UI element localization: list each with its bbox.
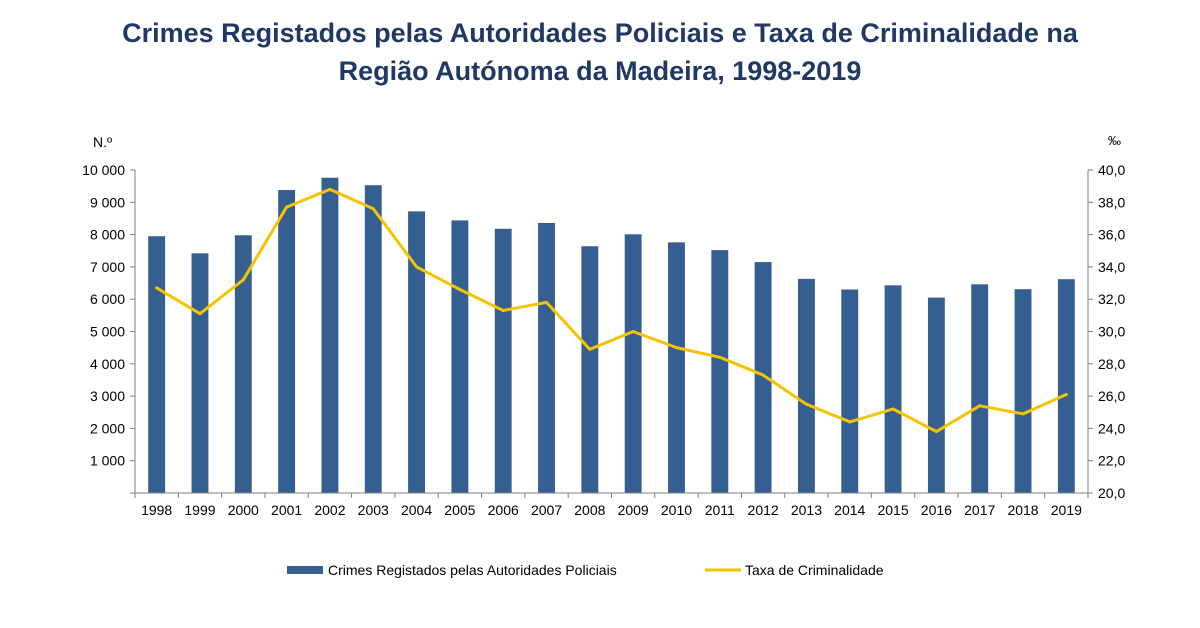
x-tick-label: 2006	[488, 502, 519, 518]
bar-2000	[234, 235, 252, 493]
right-tick-label: 30,0	[1098, 324, 1125, 340]
right-tick-label: 40,0	[1098, 162, 1125, 178]
line-point-2004	[415, 265, 419, 269]
bar-2011	[711, 250, 729, 493]
x-tick-label: 2015	[877, 502, 908, 518]
line-point-2000	[241, 278, 245, 282]
x-tick-label: 2005	[444, 502, 475, 518]
right-tick-label: 32,0	[1098, 291, 1125, 307]
line-point-2001	[285, 205, 289, 209]
right-tick-label: 34,0	[1098, 259, 1125, 275]
left-axis-label: N.º	[93, 134, 112, 150]
line-point-2003	[371, 207, 375, 211]
line-point-1998	[155, 286, 159, 290]
bar-2002	[321, 177, 339, 493]
bar-2019	[1057, 279, 1075, 493]
line-point-2013	[804, 402, 808, 406]
legend-swatch-crimes	[287, 566, 323, 574]
bar-1998	[148, 236, 166, 493]
right-axis-label: ‰	[1108, 133, 1121, 148]
x-tick-label: 2012	[748, 502, 779, 518]
line-point-2018	[1021, 412, 1025, 416]
line-point-2016	[934, 430, 938, 434]
line-point-2017	[978, 404, 982, 408]
bar-2004	[408, 211, 426, 493]
legend-label-crimes: Crimes Registados pelas Autoridades Poli…	[328, 562, 617, 578]
x-tick-label: 2003	[358, 502, 389, 518]
line-point-2011	[718, 355, 722, 359]
x-tick-label: 2002	[314, 502, 345, 518]
bar-2001	[278, 190, 296, 493]
chart-title-line-1: Crimes Registados pelas Autoridades Poli…	[122, 18, 1078, 48]
right-tick-label: 28,0	[1098, 356, 1125, 372]
left-tick-label: 1 000	[90, 453, 125, 469]
bar-2013	[797, 278, 815, 493]
x-tick-label: 2004	[401, 502, 432, 518]
bar-2015	[884, 285, 902, 493]
bar-2016	[927, 297, 945, 493]
x-tick-label: 2008	[574, 502, 605, 518]
x-tick-label: 2018	[1007, 502, 1038, 518]
right-tick-label: 22,0	[1098, 453, 1125, 469]
chart-title: Crimes Registados pelas Autoridades Poli…	[0, 14, 1200, 90]
legend-label-taxa: Taxa de Criminalidade	[745, 562, 884, 578]
bar-2008	[581, 246, 599, 493]
x-tick-label: 2007	[531, 502, 562, 518]
x-tick-label: 2011	[705, 502, 735, 518]
line-point-2014	[848, 420, 852, 424]
line-point-2009	[631, 330, 635, 333]
left-tick-label: 4 000	[90, 356, 125, 372]
line-point-1999	[198, 312, 202, 316]
left-tick-label: 8 000	[90, 227, 125, 243]
line-point-2015	[891, 407, 895, 411]
left-tick-label: 2 000	[90, 420, 125, 436]
bar-2005	[451, 220, 469, 493]
x-tick-label: 2013	[791, 502, 822, 518]
left-tick-label: 5 000	[90, 324, 125, 340]
x-tick-label: 1999	[184, 502, 215, 518]
bar-2009	[624, 234, 642, 494]
x-tick-label: 2001	[271, 502, 302, 518]
x-tick-label: 2019	[1051, 502, 1082, 518]
right-tick-label: 26,0	[1098, 388, 1125, 404]
right-tick-label: 36,0	[1098, 227, 1125, 243]
bar-2018	[1014, 289, 1032, 493]
left-tick-label: 7 000	[90, 259, 125, 275]
bar-2012	[754, 262, 772, 493]
line-series-taxa	[155, 187, 1068, 434]
x-tick-label: 2000	[228, 502, 259, 518]
bar-2003	[364, 185, 382, 493]
x-tick-label: 2014	[834, 502, 865, 518]
x-tick-label: 1998	[141, 502, 172, 518]
left-tick-label: 6 000	[90, 291, 125, 307]
left-tick-label: 9 000	[90, 194, 125, 210]
chart-title-line-2: Região Autónoma da Madeira, 1998-2019	[338, 56, 862, 86]
bar-1999	[191, 253, 209, 493]
x-tick-label: 2016	[921, 502, 952, 518]
bar-2014	[841, 289, 859, 493]
right-tick-label: 24,0	[1098, 420, 1125, 436]
line-point-2010	[674, 346, 678, 350]
line-point-2012	[761, 373, 765, 377]
left-tick-label: 3 000	[90, 388, 125, 404]
right-tick-label: 20,0	[1098, 485, 1125, 501]
x-tick-label: 2010	[661, 502, 692, 518]
line-point-2002	[328, 187, 332, 191]
bar-2006	[494, 228, 512, 493]
bar-2007	[538, 222, 555, 494]
x-tick-label: 2009	[618, 502, 649, 518]
bar-2010	[668, 242, 685, 493]
line-point-2008	[588, 347, 592, 351]
line-point-2006	[501, 309, 505, 313]
left-tick-label: 10 000	[82, 162, 125, 178]
line-point-2019	[1064, 392, 1068, 396]
right-tick-label: 38,0	[1098, 194, 1125, 210]
line-point-2005	[458, 288, 462, 292]
bar-2017	[971, 284, 989, 493]
line-point-2007	[545, 300, 549, 304]
x-tick-label: 2017	[964, 502, 995, 518]
